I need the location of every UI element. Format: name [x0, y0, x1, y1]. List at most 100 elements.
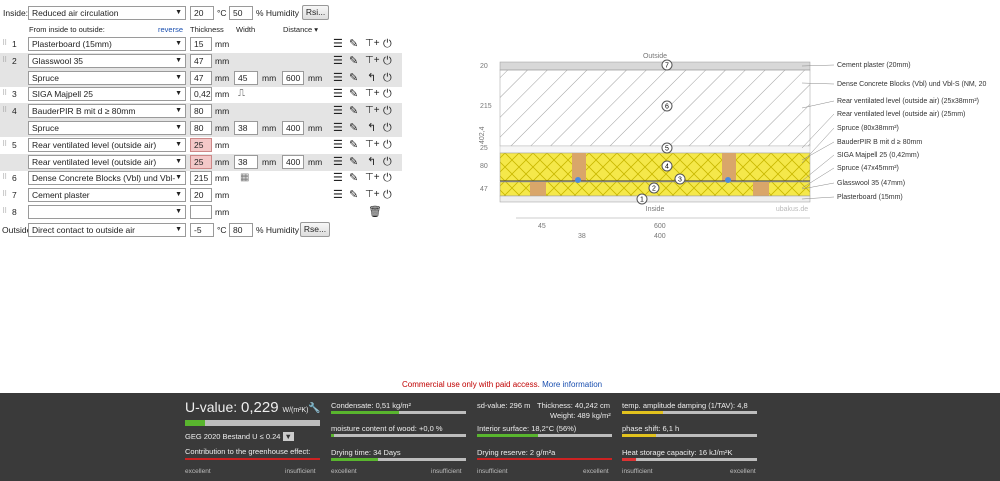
menu-icon[interactable]: ☰: [333, 105, 343, 118]
menu-icon[interactable]: ☰: [333, 71, 343, 84]
outside-condition-select[interactable]: Direct contact to outside air ▼: [28, 223, 186, 237]
edit-pencil-icon[interactable]: ✎: [349, 54, 359, 67]
layer-thickness-input[interactable]: 25: [190, 137, 212, 152]
drag-handle-icon[interactable]: ⠿: [2, 90, 8, 98]
geg-dropdown-icon[interactable]: ▼: [282, 432, 294, 441]
power-icon[interactable]: ⏻: [383, 88, 392, 101]
layer-thickness-input[interactable]: 80: [190, 121, 212, 135]
menu-icon[interactable]: ☰: [333, 38, 343, 50]
drag-handle-icon[interactable]: ⠿: [2, 56, 8, 64]
layer-index: 5: [12, 139, 17, 150]
layer-material-select[interactable]: Dense Concrete Blocks (Vbl) und Vbl- ▼: [28, 171, 186, 186]
edit-pencil-icon[interactable]: ✎: [349, 122, 359, 134]
add-sublayer-icon[interactable]: ⊤+: [365, 172, 380, 184]
layer-thickness-input[interactable]: 47: [190, 70, 212, 85]
menu-icon[interactable]: ☰: [333, 138, 343, 151]
layer-distance-input[interactable]: 400: [282, 154, 304, 169]
drag-handle-icon[interactable]: ⠿: [2, 174, 8, 182]
inside-temp-input[interactable]: 20: [190, 6, 214, 20]
drag-handle-icon[interactable]: ⠿: [2, 208, 8, 215]
rse-button[interactable]: Rse...: [300, 222, 330, 237]
add-sublayer-icon[interactable]: ⊤+: [365, 189, 380, 201]
layer-thickness-input[interactable]: 215: [190, 171, 212, 186]
total-thickness-label: 402,4: [479, 126, 486, 144]
menu-icon[interactable]: ☰: [333, 54, 343, 67]
layer-distance-input[interactable]: 600: [282, 70, 304, 85]
dimension-label: 25: [480, 145, 488, 152]
layer-material-select[interactable]: Rear ventilated level (outside air) ▼: [28, 154, 186, 169]
power-icon[interactable]: ⏻: [383, 105, 392, 118]
edit-pencil-icon[interactable]: ✎: [349, 172, 359, 185]
edit-pencil-icon[interactable]: ✎: [349, 189, 359, 202]
drag-handle-icon[interactable]: ⠿: [2, 191, 8, 199]
layer-width-input[interactable]: 38: [234, 154, 258, 169]
menu-icon[interactable]: ☰: [333, 172, 343, 185]
return-arrow-icon[interactable]: ↰: [367, 122, 377, 134]
layer-marker-number: 3: [678, 177, 682, 184]
layer-width-input[interactable]: 38: [234, 121, 258, 135]
drag-handle-icon[interactable]: ⠿: [2, 140, 8, 148]
power-icon[interactable]: ⏻: [383, 54, 392, 67]
layer-thickness-input[interactable]: 25: [190, 154, 212, 169]
layer-material-select[interactable]: Rear ventilated level (outside air) ▼: [28, 137, 186, 152]
power-icon[interactable]: ⏻: [383, 155, 392, 168]
add-sublayer-icon[interactable]: ⊤+: [365, 105, 380, 117]
reverse-link[interactable]: reverse: [158, 25, 184, 34]
thickness-unit: mm: [215, 89, 230, 100]
chevron-down-icon: ▼: [175, 191, 182, 199]
edit-pencil-icon[interactable]: ✎: [349, 71, 359, 84]
add-sublayer-icon[interactable]: ⊤+: [365, 138, 380, 150]
rsi-button[interactable]: Rsi...: [302, 5, 329, 20]
power-icon[interactable]: ⏻: [383, 122, 392, 134]
edit-pencil-icon[interactable]: ✎: [349, 38, 359, 50]
outside-temp-input[interactable]: -5: [190, 223, 214, 237]
layer-thickness-input[interactable]: 15: [190, 37, 212, 51]
add-sublayer-icon[interactable]: ⊤+: [365, 54, 380, 66]
menu-icon[interactable]: ☰: [333, 155, 343, 168]
drag-handle-icon[interactable]: ⠿: [2, 107, 8, 115]
power-icon[interactable]: ⏻: [383, 172, 392, 185]
layer-material-select[interactable]: BauderPIR B mit d ≥ 80mm ▼: [28, 104, 186, 119]
layer-thickness-input[interactable]: [190, 205, 212, 219]
layer-distance-input[interactable]: 400: [282, 121, 304, 135]
power-icon[interactable]: ⏻: [383, 38, 392, 50]
uvalue-bar: [185, 420, 320, 426]
edit-pencil-icon[interactable]: ✎: [349, 138, 359, 151]
layer-material-select[interactable]: Spruce ▼: [28, 70, 186, 85]
add-sublayer-icon[interactable]: ⊤+: [365, 38, 380, 49]
inside-condition-select[interactable]: Reduced air circulation ▼: [28, 6, 186, 20]
layer-material-select[interactable]: Plasterboard (15mm) ▼: [28, 37, 186, 51]
outside-temp-unit: °C: [217, 225, 227, 235]
layer-thickness-input[interactable]: 80: [190, 104, 212, 119]
layer-material-select[interactable]: SIGA Majpell 25 ▼: [28, 87, 186, 102]
inside-humidity-input[interactable]: 50: [229, 6, 253, 20]
menu-icon[interactable]: ☰: [333, 189, 343, 202]
add-sublayer-icon[interactable]: ⊤+: [365, 88, 380, 100]
power-icon[interactable]: ⏻: [383, 189, 392, 202]
drag-handle-icon[interactable]: ⠿: [2, 40, 8, 47]
layer-material-select[interactable]: Cement plaster ▼: [28, 188, 186, 203]
distance-header[interactable]: Distance ▾: [283, 25, 319, 34]
layer-thickness-input[interactable]: 20: [190, 188, 212, 203]
trash-icon[interactable]: 🗑: [368, 206, 382, 218]
return-arrow-icon[interactable]: ↰: [367, 71, 377, 84]
layer-material-select[interactable]: ▼: [28, 205, 186, 219]
layer-thickness-input[interactable]: 0,42: [190, 87, 212, 102]
spruce-batten: [572, 153, 586, 181]
power-icon[interactable]: ⏻: [383, 71, 392, 84]
layer-width-input[interactable]: 45: [234, 70, 258, 85]
return-arrow-icon[interactable]: ↰: [367, 155, 377, 168]
menu-icon[interactable]: ☰: [333, 122, 343, 134]
power-icon[interactable]: ⏻: [383, 138, 392, 151]
edit-pencil-icon[interactable]: ✎: [349, 155, 359, 168]
wrench-icon[interactable]: 🔧: [308, 403, 321, 414]
menu-icon[interactable]: ☰: [333, 88, 343, 101]
layer-thickness-input[interactable]: 47: [190, 53, 212, 68]
more-information-link[interactable]: More information: [542, 380, 603, 389]
layer-material-select[interactable]: Glasswool 35 ▼: [28, 53, 186, 68]
greenhouse-label: Contribution to the greenhouse effect:: [185, 447, 311, 456]
outside-humidity-input[interactable]: 80: [229, 223, 253, 237]
edit-pencil-icon[interactable]: ✎: [349, 105, 359, 118]
edit-pencil-icon[interactable]: ✎: [349, 88, 359, 101]
layer-material-select[interactable]: Spruce ▼: [28, 121, 186, 135]
